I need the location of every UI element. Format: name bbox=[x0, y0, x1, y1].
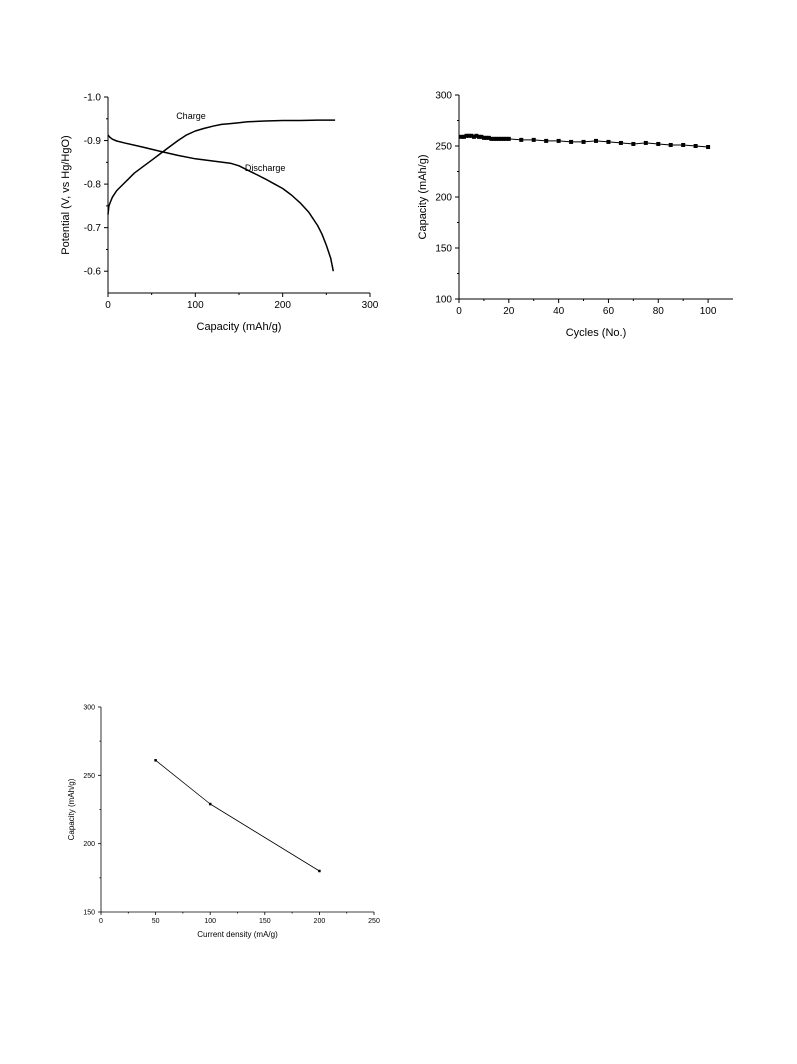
data-point bbox=[471, 134, 476, 139]
y-tick-label: 100 bbox=[435, 295, 452, 306]
data-point bbox=[318, 869, 321, 873]
series-line-0 bbox=[107, 119, 336, 215]
data-point bbox=[606, 139, 611, 144]
x-axis-label: Current density (mA/g) bbox=[197, 930, 278, 939]
data-point bbox=[474, 133, 479, 138]
chart-capacity-vs-cycles: 0 20 40 60 80 100 100 150 200 250 300 Cycles (No.) C… bbox=[400, 0, 797, 350]
y-axis-label: Capacity (mAh/g) bbox=[417, 155, 429, 240]
data-point bbox=[469, 133, 474, 138]
data-point bbox=[464, 133, 469, 138]
x-tick-label: 50 bbox=[152, 918, 160, 925]
y-tick-label: 300 bbox=[435, 91, 452, 102]
data-point bbox=[154, 759, 157, 762]
x-axis-label: Capacity (mAh/g) bbox=[197, 321, 282, 333]
y-tick-label: 200 bbox=[435, 193, 452, 204]
x-axis-label: Cycles (No.) bbox=[566, 327, 627, 339]
y-tick-label: 150 bbox=[435, 244, 452, 255]
series-line-0 bbox=[155, 759, 320, 872]
data-point bbox=[506, 136, 511, 141]
data-point bbox=[479, 134, 484, 139]
x-tick-label: 200 bbox=[314, 918, 326, 925]
data-point bbox=[519, 137, 524, 142]
x-tick-label: 300 bbox=[362, 300, 379, 311]
data-point bbox=[569, 139, 574, 144]
x-tick-label: 100 bbox=[187, 300, 204, 311]
data-point bbox=[491, 136, 496, 141]
x-tick-label: 100 bbox=[204, 918, 216, 925]
y-axis-label: Potential (V, vs Hg/HgO) bbox=[60, 135, 72, 254]
data-point bbox=[631, 141, 636, 146]
x-tick-label: 20 bbox=[503, 306, 515, 317]
data-point bbox=[496, 136, 501, 141]
data-point bbox=[476, 134, 481, 139]
data-point bbox=[594, 138, 598, 143]
data-point bbox=[208, 802, 212, 806]
annotation-label: Discharge bbox=[245, 163, 286, 173]
annotation-label: Charge bbox=[176, 111, 206, 121]
y-tick-label: 200 bbox=[83, 841, 95, 848]
data-point bbox=[681, 142, 686, 147]
y-tick-label: 250 bbox=[83, 773, 95, 780]
y-tick-label: 250 bbox=[435, 142, 452, 153]
data-point bbox=[706, 145, 711, 150]
y-tick-label: -0.7 bbox=[84, 223, 102, 234]
y-axis-label: Capacity (mAh/g) bbox=[67, 778, 76, 840]
data-point bbox=[494, 136, 499, 141]
chart-capacity-vs-current-density: 0 50 100 150 200 250 150 200 250 300 Current densi… bbox=[0, 690, 400, 950]
data-point bbox=[643, 140, 648, 145]
y-tick-label: -1.0 bbox=[84, 93, 102, 104]
data-point bbox=[481, 135, 486, 140]
data-point bbox=[693, 144, 698, 148]
data-point bbox=[489, 136, 494, 141]
data-point bbox=[618, 140, 623, 145]
x-tick-label: 150 bbox=[259, 918, 271, 925]
x-tick-label: 40 bbox=[553, 306, 565, 317]
data-point bbox=[531, 137, 536, 142]
x-tick-label: 250 bbox=[368, 918, 380, 925]
x-tick-label: 0 bbox=[99, 918, 103, 925]
x-tick-label: 100 bbox=[700, 306, 717, 317]
y-tick-label: 300 bbox=[83, 704, 95, 711]
y-tick-label: -0.6 bbox=[84, 267, 102, 278]
data-point bbox=[556, 138, 561, 143]
series-line-1 bbox=[107, 134, 335, 272]
chart-current-density-svg: 0 50 100 150 200 250 150 200 250 300 Current densi… bbox=[67, 704, 380, 939]
data-point bbox=[656, 141, 661, 146]
data-point bbox=[484, 135, 489, 140]
data-point bbox=[486, 135, 491, 140]
data-point bbox=[461, 134, 466, 139]
y-tick-label: 150 bbox=[83, 909, 95, 916]
chart-potential-svg: 0 100 200 300 -1.0 -0.9 -0.8 -0.7 -0.6 Capacity (… bbox=[60, 93, 379, 334]
x-tick-label: 0 bbox=[105, 300, 111, 311]
chart-potential-vs-capacity: 0 100 200 300 -1.0 -0.9 -0.8 -0.7 -0.6 Capacity (… bbox=[0, 0, 400, 350]
data-point bbox=[499, 136, 504, 141]
data-point bbox=[581, 139, 586, 144]
data-point bbox=[466, 133, 471, 138]
x-tick-label: 80 bbox=[653, 306, 665, 317]
chart-cycles-svg: 0 20 40 60 80 100 100 150 200 250 300 Cycles (No.) C… bbox=[417, 91, 733, 339]
x-tick-label: 200 bbox=[274, 300, 291, 311]
data-point bbox=[459, 134, 464, 139]
data-point bbox=[501, 136, 506, 141]
data-point bbox=[504, 136, 509, 141]
data-point bbox=[668, 142, 673, 147]
data-point bbox=[544, 138, 549, 143]
y-tick-label: -0.9 bbox=[84, 136, 102, 147]
x-tick-label: 0 bbox=[456, 306, 462, 317]
x-tick-label: 60 bbox=[603, 306, 615, 317]
y-tick-label: -0.8 bbox=[84, 180, 102, 191]
